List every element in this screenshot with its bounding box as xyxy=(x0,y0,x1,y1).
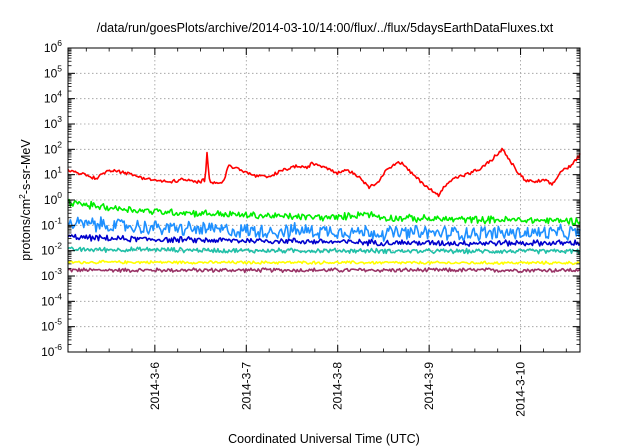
x-tick-label: 2014-3-6 xyxy=(148,362,162,410)
y-tick-label: 100 xyxy=(44,190,62,207)
series-line xyxy=(67,198,581,226)
x-tick-label: 2014-3-7 xyxy=(239,362,253,410)
y-axis-ticks: 106 105 104 103 102 101 100 10-1 10-2 10-3 10-4 10-… xyxy=(41,38,580,359)
y-tick-label: 104 xyxy=(44,89,62,106)
y-tick-label: 10-3 xyxy=(41,266,62,283)
x-tick-label: 2014-3-9 xyxy=(422,362,436,410)
x-axis-label: Coordinated Universal Time (UTC) xyxy=(228,432,420,446)
series-line xyxy=(67,147,581,198)
y-tick-label: 10-1 xyxy=(41,215,62,232)
chart-title: /data/run/goesPlots/archive/2014-03-10/1… xyxy=(97,21,554,35)
y-tick-label: 10-5 xyxy=(41,317,62,334)
x-tick-label: 2014-3-8 xyxy=(331,362,345,410)
data-series xyxy=(67,147,581,274)
series-line xyxy=(67,246,581,255)
y-tick-label: 101 xyxy=(44,165,62,182)
y-tick-label: 105 xyxy=(44,63,62,80)
y-tick-label: 10-4 xyxy=(41,291,62,308)
series-line xyxy=(67,233,581,247)
series-line xyxy=(67,216,581,242)
grid-lines xyxy=(68,48,580,352)
x-tick-label: 2014-3-10 xyxy=(514,362,528,417)
x-axis-ticks: 2014-3-6 2014-3-7 2014-3-8 2014-3-9 2014-3-1… xyxy=(85,48,567,417)
y-tick-label: 10-2 xyxy=(41,241,62,258)
y-tick-label: 106 xyxy=(44,38,62,55)
y-tick-label: 10-6 xyxy=(41,342,62,359)
y-axis-label: protons/cm2-s-sr-MeV xyxy=(17,139,33,261)
series-line xyxy=(67,267,581,274)
y-tick-label: 103 xyxy=(44,114,62,131)
y-tick-label: 102 xyxy=(44,139,62,156)
series-line xyxy=(67,259,581,266)
